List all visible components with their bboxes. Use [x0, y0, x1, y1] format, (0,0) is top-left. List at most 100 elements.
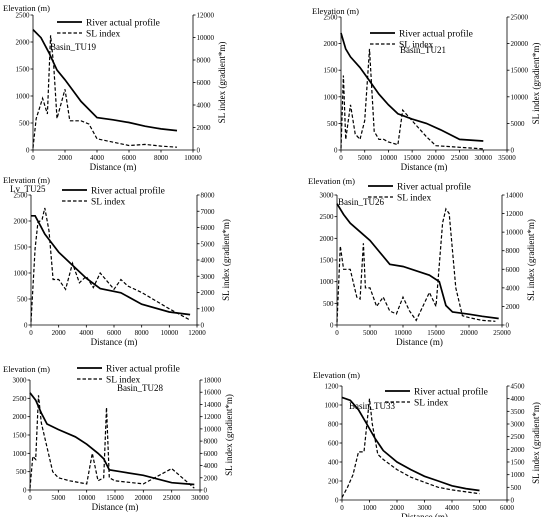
- river-profile-line: [341, 396, 480, 492]
- y-left-tick-label: 1000: [13, 450, 28, 458]
- y-right-tick-label: 0: [506, 322, 510, 330]
- y-right-tick-label: 6000: [201, 224, 216, 232]
- y-right-tick-label: 2000: [201, 289, 216, 297]
- y-right-tick-label: 3000: [511, 421, 526, 429]
- right-axis-title: SL index (gradient*m): [531, 43, 541, 125]
- y-right-tick-label: 12000: [197, 12, 215, 20]
- sl-index-line: [341, 398, 480, 498]
- left-axis-title: Elevation (m): [308, 176, 355, 186]
- legend-label-profile: River actual profile: [397, 182, 471, 193]
- y-left-tick-label: 2500: [13, 395, 28, 403]
- legend-label-sl: SL index: [91, 198, 125, 208]
- y-right-tick-label: 2000: [506, 303, 521, 311]
- y-right-tick-label: 18000: [204, 377, 222, 385]
- y-right-tick-label: 2000: [197, 124, 212, 132]
- sl-index-line: [30, 207, 191, 322]
- y-left-tick-label: 1000: [324, 93, 339, 101]
- legend-label-sl: SL index: [414, 399, 448, 409]
- y-right-tick-label: 2000: [511, 446, 526, 454]
- y-left-tick-label: 0: [330, 322, 334, 330]
- right-axis-title: SL index (gradient*m): [217, 42, 227, 124]
- x-tick-label: 30000: [191, 494, 209, 502]
- y-left-tick-label: 1000: [325, 402, 340, 410]
- y-right-tick-label: 4000: [511, 395, 526, 403]
- y-left-tick-label: 0: [26, 147, 30, 155]
- y-left-tick-label: 2500: [324, 14, 339, 22]
- y-left-tick-label: 500: [323, 300, 334, 308]
- sl-index-line: [336, 207, 496, 323]
- legend-label-profile: River actual profile: [86, 18, 160, 29]
- y-left-tick-label: 200: [328, 478, 339, 486]
- basin-label: Lv_TU25: [10, 184, 46, 194]
- y-right-tick-label: 500: [511, 484, 522, 492]
- legend-label-sl: SL index: [397, 194, 431, 204]
- basin-label: Basin_TU33: [349, 401, 395, 411]
- y-right-tick-label: 8000: [201, 192, 216, 200]
- x-tick-label: 8000: [135, 329, 150, 337]
- y-right-tick-label: 5000: [201, 240, 216, 248]
- x-tick-label: 15000: [106, 494, 124, 502]
- sl-index-line: [340, 48, 484, 150]
- basin-label: Basin_TU28: [117, 383, 163, 393]
- chart-panel-3: 0 5000 10000 15000 20000 25000050010001500200…: [308, 176, 536, 347]
- x-tick-label: 2000: [52, 329, 67, 337]
- y-right-tick-label: 5000: [511, 120, 526, 128]
- y-left-tick-label: 3000: [13, 377, 28, 385]
- basin-label: Basin_TU21: [400, 45, 446, 55]
- x-tick-label: 2000: [58, 154, 73, 162]
- river-profile-line: [336, 203, 499, 320]
- y-right-tick-label: 2000: [204, 474, 219, 482]
- basin-label: Basin_TU19: [50, 42, 96, 52]
- y-left-tick-label: 3000: [320, 192, 335, 200]
- y-left-tick-label: 1000: [16, 93, 31, 101]
- x-axis-title: Distance (m): [90, 162, 137, 172]
- y-left-tick-label: 1500: [14, 244, 29, 252]
- y-right-tick-label: 0: [197, 147, 201, 155]
- x-axis-title: Distance (m): [396, 337, 443, 347]
- y-right-tick-label: 25000: [511, 14, 529, 22]
- x-tick-label: 20000: [427, 154, 445, 162]
- x-tick-label: 0: [335, 329, 339, 337]
- right-axis-title: SL index (gradient*m): [221, 219, 231, 301]
- y-right-tick-label: 8000: [197, 57, 212, 65]
- sl-index-line: [32, 35, 178, 148]
- x-tick-label: 6000: [107, 329, 122, 337]
- x-tick-label: 0: [31, 154, 35, 162]
- y-left-tick-label: 1000: [14, 270, 29, 278]
- left-axis-title: Elevation (m): [312, 6, 359, 16]
- y-left-tick-label: 500: [16, 468, 27, 476]
- y-right-tick-label: 14000: [204, 401, 222, 409]
- x-tick-label: 25000: [493, 329, 511, 337]
- chart-panel-0: 0 2000 4000 6000 8000 10000050010001500200025…: [3, 3, 227, 172]
- y-left-tick-label: 800: [328, 421, 339, 429]
- y-right-tick-label: 12000: [204, 413, 222, 421]
- x-axis-title: Distance (m): [91, 337, 138, 347]
- y-right-tick-label: 12000: [506, 210, 524, 218]
- x-tick-label: 10000: [380, 154, 398, 162]
- y-left-tick-label: 2000: [13, 413, 28, 421]
- legend-label-sl: SL index: [106, 376, 140, 386]
- left-axis-title: Elevation (m): [313, 370, 360, 380]
- y-right-tick-label: 6000: [197, 79, 212, 87]
- x-tick-label: 10000: [161, 329, 179, 337]
- x-tick-label: 0: [28, 494, 32, 502]
- x-tick-label: 20000: [135, 494, 153, 502]
- y-left-tick-label: 2500: [14, 192, 29, 200]
- y-right-tick-label: 1000: [511, 471, 526, 479]
- chart-panel-2: 0 2000 4000 6000 8000 10000 120000500100015002…: [3, 175, 231, 347]
- y-right-tick-label: 3000: [201, 273, 216, 281]
- y-right-tick-label: 4500: [511, 383, 526, 391]
- y-right-tick-label: 14000: [506, 192, 524, 200]
- y-right-tick-label: 8000: [204, 438, 219, 446]
- x-tick-label: 0: [339, 154, 343, 162]
- left-axis-title: Elevation (m): [3, 175, 50, 185]
- y-right-tick-label: 4000: [197, 102, 212, 110]
- right-axis-title: SL index (gradient*m): [526, 219, 536, 301]
- y-left-tick-label: 1500: [324, 67, 339, 75]
- x-tick-label: 0: [29, 329, 33, 337]
- right-axis-title: SL index (gradient*m): [224, 394, 234, 476]
- river-profile-line: [340, 32, 484, 142]
- x-tick-label: 20000: [460, 329, 478, 337]
- x-tick-label: 10000: [394, 329, 412, 337]
